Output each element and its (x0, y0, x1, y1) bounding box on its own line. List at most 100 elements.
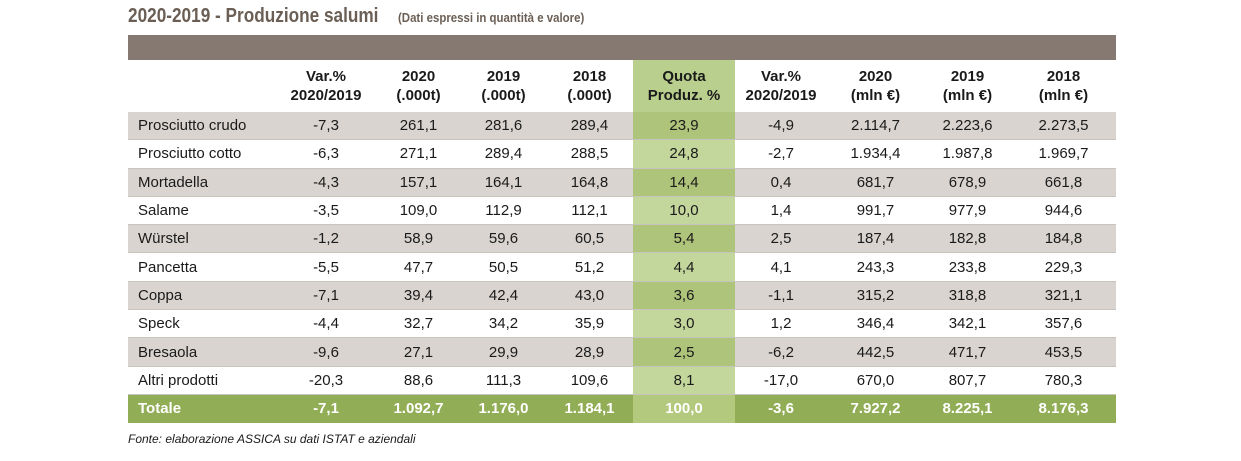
cell-2019-value: 678,9 (924, 168, 1011, 197)
total-2019-value: 8.225,1 (924, 394, 1011, 423)
header-2020-value: 2020 (mln €) (827, 60, 924, 112)
cell-var-value: -2,7 (735, 139, 827, 169)
row-name: Salame (128, 196, 276, 226)
cell-2018-quantity: 164,8 (546, 168, 633, 197)
cell-2020-quantity: 261,1 (376, 112, 461, 141)
cell-2020-value: 243,3 (827, 252, 924, 282)
row-name: Altri prodotti (128, 366, 276, 395)
cell-2019-value: 807,7 (924, 366, 1011, 395)
cell-var-quantity: -6,3 (276, 139, 376, 169)
table-row: Salame -3,5 109,0 112,9 112,1 10,0 1,4 9… (128, 196, 1116, 226)
cell-2018-quantity: 43,0 (546, 281, 633, 311)
cell-quota: 10,0 (633, 196, 735, 226)
cell-var-value: -6,2 (735, 337, 827, 367)
total-row: Totale -7,1 1.092,7 1.176,0 1.184,1 100,… (128, 394, 1116, 423)
cell-2018-quantity: 289,4 (546, 112, 633, 141)
cell-var-quantity: -4,3 (276, 168, 376, 197)
cell-var-quantity: -9,6 (276, 337, 376, 367)
cell-var-value: 1,4 (735, 196, 827, 226)
table-row: Mortadella -4,3 157,1 164,1 164,8 14,4 0… (128, 168, 1116, 197)
header-var-value: Var.% 2020/2019 (735, 60, 827, 112)
row-name: Prosciutto crudo (128, 112, 276, 141)
cell-2018-quantity: 28,9 (546, 337, 633, 367)
total-label: Totale (128, 394, 276, 423)
cell-2020-value: 1.934,4 (827, 139, 924, 169)
cell-quota: 2,5 (633, 337, 735, 367)
cell-2020-value: 2.114,7 (827, 112, 924, 141)
row-name: Mortadella (128, 168, 276, 197)
cell-2018-quantity: 60,5 (546, 224, 633, 254)
row-name: Pancetta (128, 252, 276, 282)
cell-var-value: 1,2 (735, 309, 827, 339)
table-row: Prosciutto cotto -6,3 271,1 289,4 288,5 … (128, 139, 1116, 169)
cell-2020-quantity: 157,1 (376, 168, 461, 197)
cell-2020-quantity: 32,7 (376, 309, 461, 339)
total-var-value: -3,6 (735, 394, 827, 423)
page-title: 2020-2019 - Produzione salumi (Dati espr… (128, 5, 609, 28)
title-main: 2020-2019 - Produzione salumi (128, 5, 379, 27)
cell-2019-quantity: 111,3 (461, 366, 546, 395)
cell-var-quantity: -3,5 (276, 196, 376, 226)
cell-var-quantity: -7,1 (276, 281, 376, 311)
cell-2020-value: 670,0 (827, 366, 924, 395)
row-name: Prosciutto cotto (128, 139, 276, 169)
row-name: Würstel (128, 224, 276, 254)
cell-2019-value: 233,8 (924, 252, 1011, 282)
cell-2018-value: 357,6 (1011, 309, 1116, 339)
cell-quota: 23,9 (633, 112, 735, 141)
cell-2020-quantity: 47,7 (376, 252, 461, 282)
cell-2020-quantity: 39,4 (376, 281, 461, 311)
total-2020-value: 7.927,2 (827, 394, 924, 423)
table-row: Würstel -1,2 58,9 59,6 60,5 5,4 2,5 187,… (128, 224, 1116, 254)
cell-2018-value: 2.273,5 (1011, 112, 1116, 141)
total-2020-quantity: 1.092,7 (376, 394, 461, 423)
cell-2018-value: 661,8 (1011, 168, 1116, 197)
header-2020-quantity: 2020 (.000t) (376, 60, 461, 112)
cell-var-quantity: -20,3 (276, 366, 376, 395)
header-name (128, 60, 276, 112)
cell-var-value: 2,5 (735, 224, 827, 254)
cell-2020-value: 442,5 (827, 337, 924, 367)
cell-2019-quantity: 59,6 (461, 224, 546, 254)
cell-var-value: 0,4 (735, 168, 827, 197)
source-note: Fonte: elaborazione ASSICA su dati ISTAT… (128, 432, 416, 446)
cell-2019-value: 318,8 (924, 281, 1011, 311)
cell-2019-value: 471,7 (924, 337, 1011, 367)
cell-quota: 14,4 (633, 168, 735, 197)
cell-2020-value: 681,7 (827, 168, 924, 197)
cell-2020-value: 346,4 (827, 309, 924, 339)
cell-quota: 24,8 (633, 139, 735, 169)
cell-2019-quantity: 112,9 (461, 196, 546, 226)
header-var-quantity: Var.% 2020/2019 (276, 60, 376, 112)
cell-var-quantity: -1,2 (276, 224, 376, 254)
cell-var-value: 4,1 (735, 252, 827, 282)
cell-2018-quantity: 35,9 (546, 309, 633, 339)
total-quota: 100,0 (633, 394, 735, 423)
cell-2019-quantity: 281,6 (461, 112, 546, 141)
total-2018-value: 8.176,3 (1011, 394, 1116, 423)
cell-2020-quantity: 88,6 (376, 366, 461, 395)
cell-2019-quantity: 164,1 (461, 168, 546, 197)
total-2018-quantity: 1.184,1 (546, 394, 633, 423)
cell-2018-quantity: 288,5 (546, 139, 633, 169)
production-table: Var.% 2020/2019 2020 (.000t) 2019 (.000t) 2… (128, 60, 1116, 423)
cell-var-value: -4,9 (735, 112, 827, 141)
cell-2019-value: 2.223,6 (924, 112, 1011, 141)
total-2019-quantity: 1.176,0 (461, 394, 546, 423)
cell-var-quantity: -5,5 (276, 252, 376, 282)
header-2018-value: 2018 (mln €) (1011, 60, 1116, 112)
cell-2018-quantity: 51,2 (546, 252, 633, 282)
cell-quota: 3,0 (633, 309, 735, 339)
cell-2019-quantity: 289,4 (461, 139, 546, 169)
row-name: Bresaola (128, 337, 276, 367)
row-name: Coppa (128, 281, 276, 311)
cell-2019-quantity: 42,4 (461, 281, 546, 311)
cell-2018-value: 944,6 (1011, 196, 1116, 226)
cell-var-quantity: -7,3 (276, 112, 376, 141)
cell-2018-value: 1.969,7 (1011, 139, 1116, 169)
header-2019-value: 2019 (mln €) (924, 60, 1011, 112)
total-var-quantity: -7,1 (276, 394, 376, 423)
cell-var-value: -1,1 (735, 281, 827, 311)
cell-quota: 4,4 (633, 252, 735, 282)
header-bar (128, 35, 1116, 60)
